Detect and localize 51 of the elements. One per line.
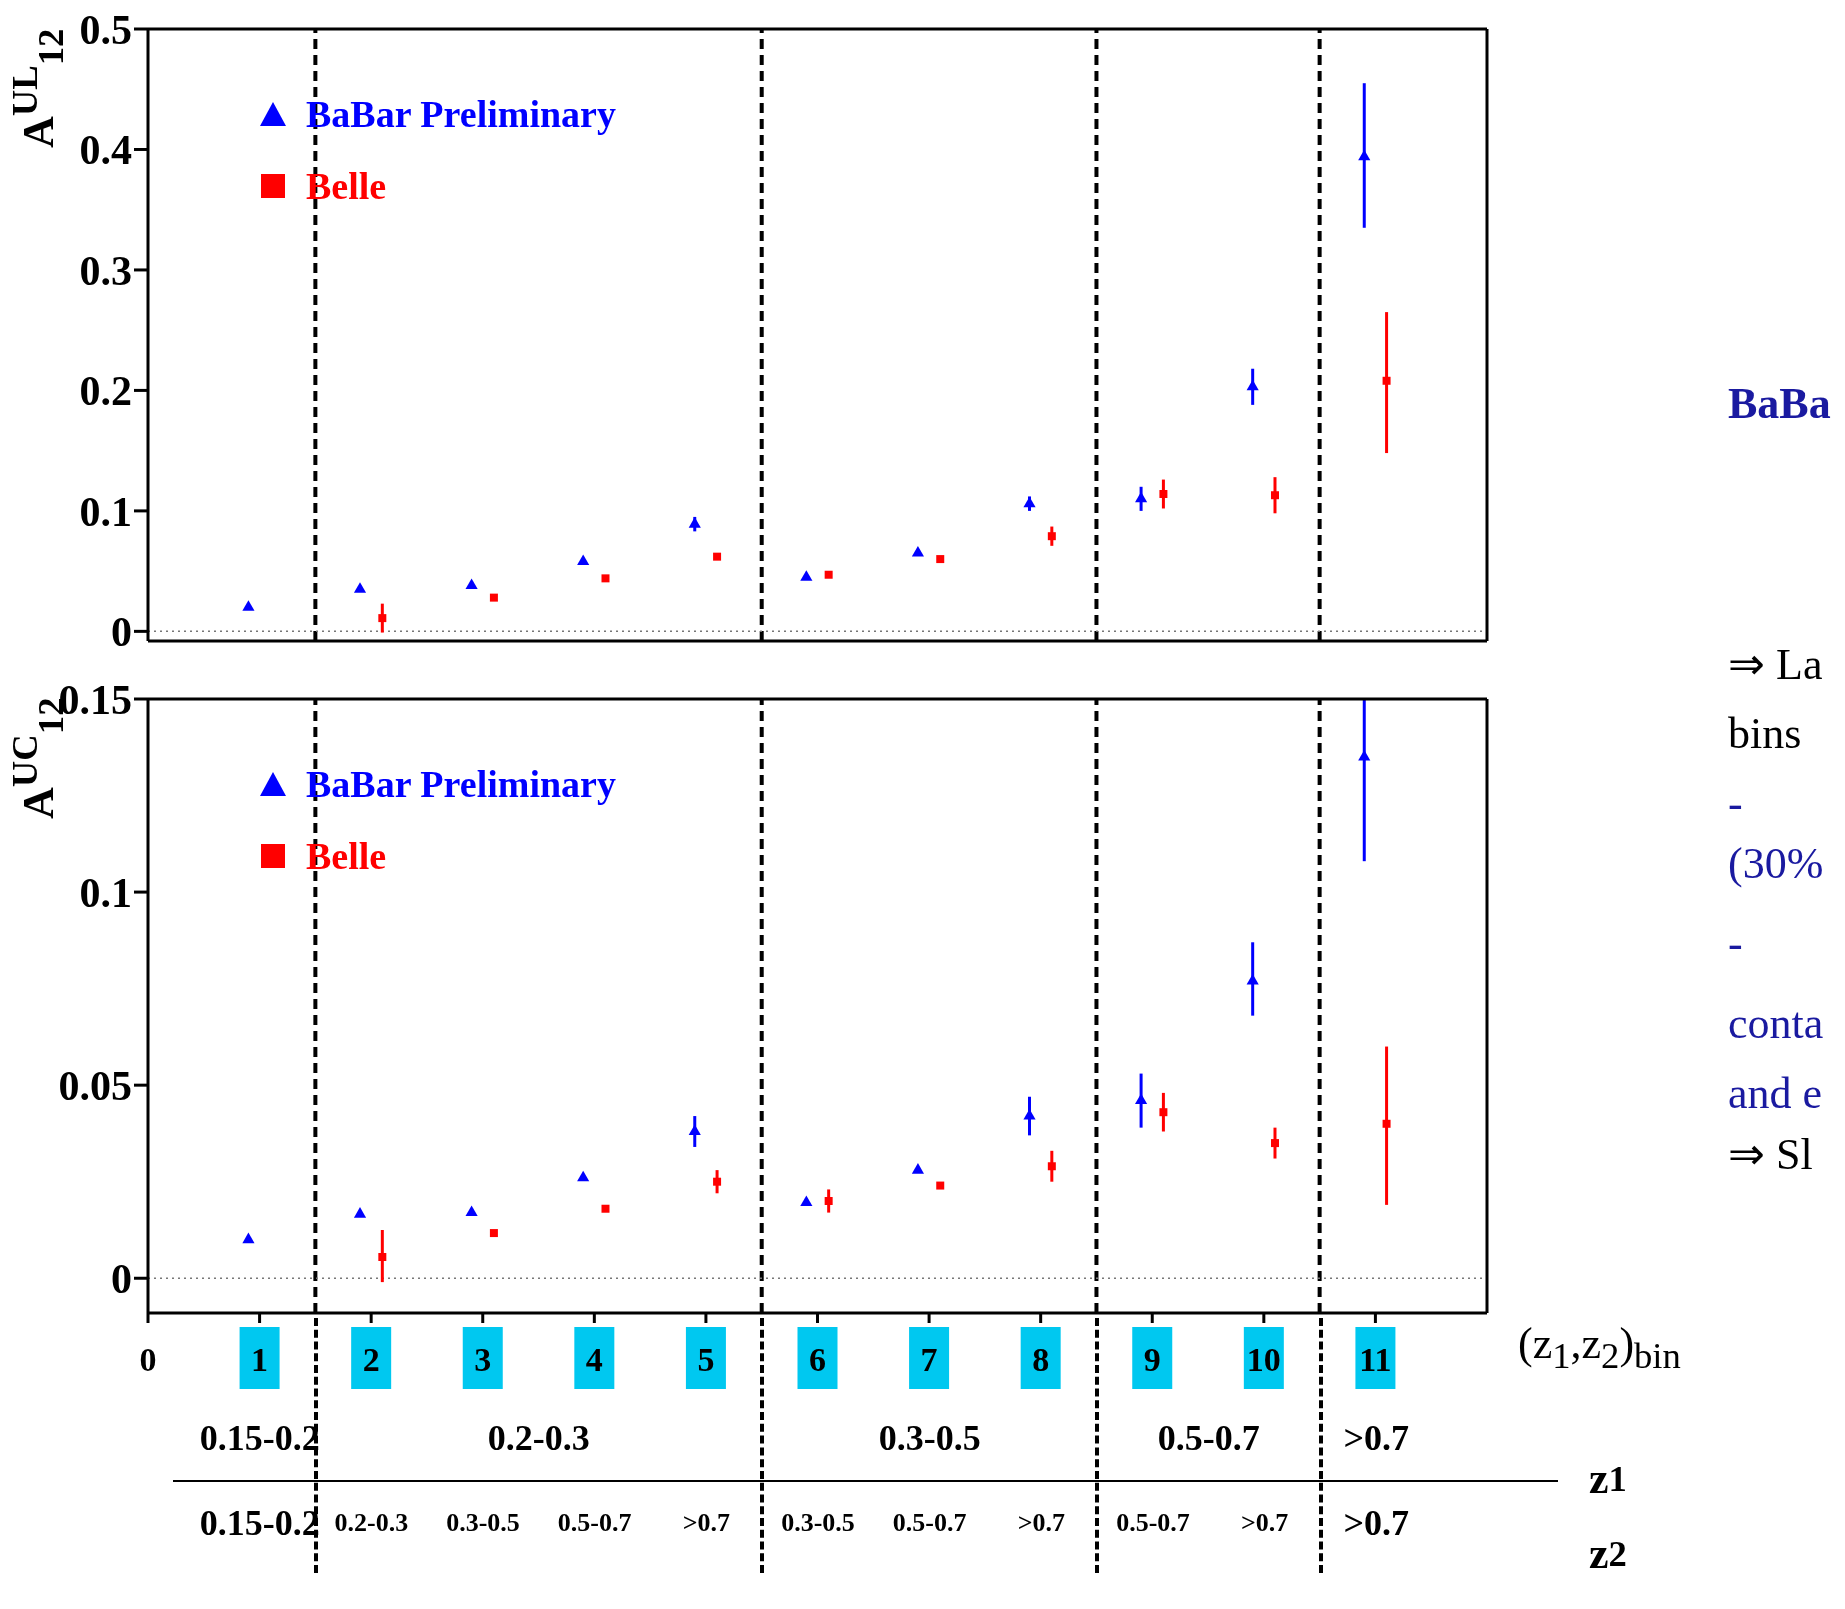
y-tick-label: 0.1 bbox=[79, 488, 132, 535]
y-tick-label: 0.3 bbox=[79, 247, 132, 294]
text: (z$_{1}$,z$_{2}$)$_{bin}$ bbox=[1518, 1318, 1681, 1377]
text: ⇒ Sl bbox=[1728, 1129, 1813, 1180]
x-tick-label: 4 bbox=[585, 1341, 603, 1378]
x-tick-label: 10 bbox=[1246, 1341, 1281, 1378]
text: bins bbox=[1728, 708, 1802, 759]
text: 0.5-0.7 bbox=[1115, 1507, 1191, 1539]
text: 0.15-0.2 bbox=[199, 1417, 320, 1460]
text: conta bbox=[1728, 998, 1824, 1049]
text: >0.7 bbox=[1016, 1507, 1066, 1539]
text: BaBa bbox=[1728, 378, 1831, 429]
text: 0.5-0.7 bbox=[556, 1507, 633, 1539]
text: 0.3-0.5 bbox=[877, 1417, 982, 1460]
text: 0.3-0.5 bbox=[445, 1507, 521, 1539]
legend-label: BaBar Preliminary bbox=[306, 92, 616, 136]
x-tick-label: 5 bbox=[697, 1341, 715, 1378]
text: >0.7 bbox=[681, 1507, 731, 1539]
y-tick-label: 0.1 bbox=[79, 869, 132, 916]
text: (30% bbox=[1728, 838, 1824, 889]
text: and e bbox=[1728, 1068, 1823, 1119]
y-tick-label: 0 bbox=[111, 609, 132, 656]
x-tick-label: 3 bbox=[474, 1341, 492, 1378]
legend-label: Belle bbox=[306, 834, 387, 878]
x-tick-label: 9 bbox=[1143, 1341, 1161, 1378]
text: 0.15-0.2 bbox=[199, 1502, 320, 1545]
text: >0.7 bbox=[1342, 1502, 1411, 1545]
text: - bbox=[1728, 918, 1743, 969]
text: ⇒ La bbox=[1728, 639, 1823, 690]
x-tick-label: 1 bbox=[251, 1341, 269, 1378]
y-tick-label: 0.4 bbox=[79, 127, 132, 174]
text: >0.7 bbox=[1342, 1417, 1411, 1460]
text: 0.2-0.3 bbox=[487, 1418, 590, 1458]
y-tick-label: 0.5 bbox=[79, 6, 132, 53]
text: - bbox=[1728, 778, 1743, 829]
text: 0.5-0.7 bbox=[891, 1507, 968, 1539]
text: 0.5-0.7 bbox=[1156, 1417, 1261, 1460]
x-tick-label: 7 bbox=[920, 1341, 938, 1378]
x-tick-label: 0 bbox=[139, 1341, 157, 1378]
text: 0.3-0.5 bbox=[780, 1507, 856, 1539]
x-tick-label: 8 bbox=[1032, 1341, 1050, 1378]
x-tick-label: 11 bbox=[1359, 1341, 1392, 1378]
legend-label: Belle bbox=[306, 164, 387, 208]
text: >0.7 bbox=[1240, 1507, 1290, 1539]
y-tick-label: 0 bbox=[111, 1256, 132, 1303]
text: 0.2-0.3 bbox=[334, 1508, 409, 1537]
legend-label: BaBar Preliminary bbox=[306, 762, 616, 806]
y-tick-label: 0.05 bbox=[58, 1063, 132, 1110]
x-tick-label: 6 bbox=[809, 1341, 826, 1378]
y-tick-label: 0.2 bbox=[79, 368, 132, 415]
x-tick-label: 2 bbox=[362, 1341, 380, 1378]
